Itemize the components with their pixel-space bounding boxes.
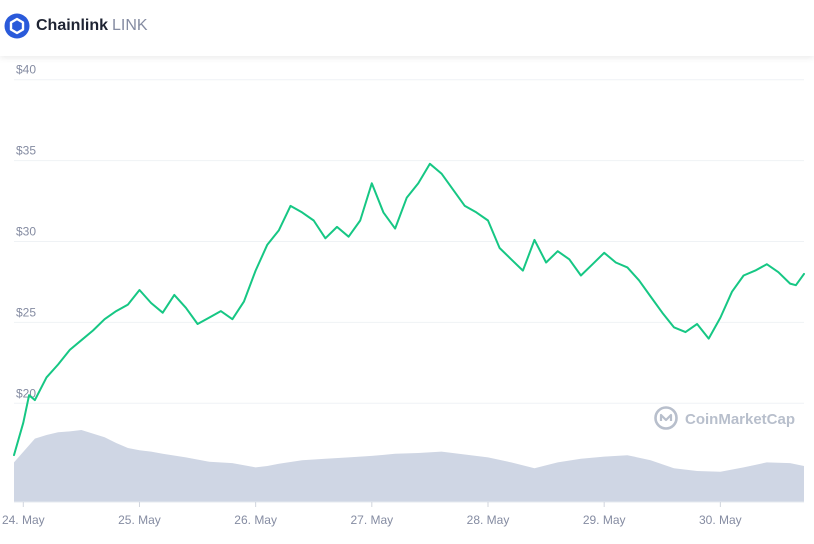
x-tick-label: 27. May (350, 513, 393, 527)
coin-title: Chainlink LINK (36, 16, 148, 36)
y-axis-ticks: $15$20$25$30$35$40 (16, 63, 36, 481)
x-tick-label: 29. May (583, 513, 626, 527)
y-tick-label: $30 (16, 225, 36, 239)
volume-area (14, 430, 804, 502)
watermark: CoinMarketCap (654, 406, 795, 430)
coin-header: Chainlink LINK (0, 0, 814, 56)
x-tick-label: 26. May (234, 513, 277, 527)
watermark-label: CoinMarketCap (685, 411, 795, 428)
price-line-group (13, 162, 805, 457)
y-tick-label: $35 (16, 144, 36, 158)
x-axis-ticks: 24. May 25. May 26. May 27. May 28. May 29. M… (2, 501, 804, 527)
y-tick-label: $25 (16, 305, 36, 319)
chainlink-logo-icon (4, 13, 30, 39)
x-tick-label: 28. May (467, 513, 510, 527)
coin-name: Chainlink (36, 17, 109, 34)
y-tick-label: $40 (16, 63, 36, 77)
x-tick-label: 25. May (118, 513, 161, 527)
volume-series (14, 430, 804, 502)
x-tick-label: 24. May (2, 513, 45, 527)
coinmarketcap-logo-icon (654, 406, 678, 430)
coin-symbol: LINK (112, 17, 148, 34)
x-tick-label: 30. May (699, 513, 742, 527)
price-line (13, 162, 805, 457)
